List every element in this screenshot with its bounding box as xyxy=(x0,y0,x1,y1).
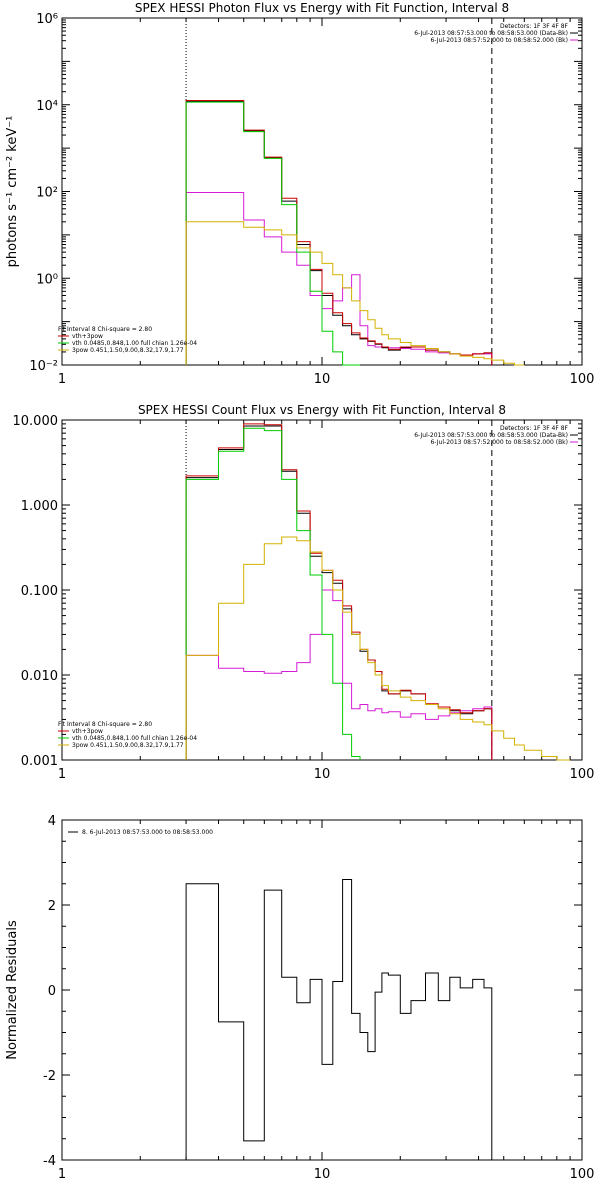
chart-panel-3: 1 10 100 -4 -2 0 2 4 Normalized Residuals 8. 6-Ju… xyxy=(5,814,594,1182)
legend-top-entry: 8. 6-Jul-2013 08:57:53.000 to 08:58:53.0… xyxy=(82,829,213,836)
legend-top-entry: 6-Jul-2013 08:57:52.000 to 08:58:52.000 … xyxy=(430,439,568,446)
y-tick-label: 2 xyxy=(48,899,56,914)
legend-bottom-entry: 3pow 0.451,1.50,9.00,8.32,17.9,1.77 xyxy=(72,347,184,354)
series-2-line xyxy=(185,192,493,365)
series-1-line xyxy=(185,100,493,365)
y-tick-label: 0.001 xyxy=(21,754,58,769)
y-tick-label: 4 xyxy=(48,814,56,829)
y-tick-label: 10⁻² xyxy=(29,359,58,374)
series-1-line xyxy=(185,425,493,760)
series-5-line xyxy=(185,221,525,366)
legend-bottom-entry: vth 0.0485,0.848,1.00 full chian 1.26e-0… xyxy=(72,735,197,742)
y-tick-label: 10⁴ xyxy=(36,99,58,114)
y-tick-label: -2 xyxy=(43,1069,56,1084)
x-tick-label: 1 xyxy=(58,767,66,782)
series-4-line xyxy=(185,101,360,366)
chart-title: SPEX HESSI Photon Flux vs Energy with Fi… xyxy=(135,1,509,15)
y-tick-label: 10⁶ xyxy=(36,12,58,27)
y-axis-label: Normalized Residuals xyxy=(5,920,20,1060)
y-tick-label: -4 xyxy=(43,1154,56,1169)
legend-top-entry: 6-Jul-2013 08:57:53.000 to 08:58:53.000 … xyxy=(414,432,568,439)
x-tick-label: 1 xyxy=(58,372,66,387)
y-tick-label: 0.100 xyxy=(21,584,58,599)
x-tick-label: 1 xyxy=(58,1167,66,1182)
x-tick-label: 100 xyxy=(570,1167,595,1182)
legend-top-entry: Detectors: 1F 3F 4F 8F xyxy=(500,425,569,432)
x-tick-label: 10 xyxy=(314,372,331,387)
series-1-line xyxy=(185,879,493,1160)
legend-bottom-entry: vth+3pow xyxy=(72,333,103,340)
series-3-line xyxy=(185,423,493,760)
legend-bottom-entry: Fit Interval 8 Chi-square = 2.80 xyxy=(58,721,152,728)
x-tick-label: 100 xyxy=(570,767,595,782)
y-tick-label: 1.000 xyxy=(21,499,58,514)
series-3-line xyxy=(185,100,493,365)
series-5-line xyxy=(185,536,571,761)
y-tick-label: 10⁰ xyxy=(36,272,58,287)
y-tick-label: 10.000 xyxy=(13,414,59,429)
x-tick-label: 10 xyxy=(314,1167,331,1182)
x-tick-label: 100 xyxy=(570,372,595,387)
x-tick-label: 10 xyxy=(314,767,331,782)
legend-bottom-entry: vth 0.0485,0.848,1.00 full chian 1.26e-0… xyxy=(72,340,197,347)
legend-bottom-entry: vth+3pow xyxy=(72,728,103,735)
legend-bottom-entry: Fit Interval 8 Chi-square = 2.80 xyxy=(58,326,152,333)
chart-title: SPEX HESSI Count Flux vs Energy with Fit… xyxy=(138,403,506,417)
legend-top-entry: 6-Jul-2013 08:57:53.000 to 08:58:53.000 … xyxy=(414,30,568,37)
y-axis-label: photons s⁻¹ cm⁻² keV⁻¹ xyxy=(5,116,20,268)
y-tick-label: 0 xyxy=(48,984,56,999)
legend-top-entry: Detectors: 1F 3F 4F 8F xyxy=(500,23,569,30)
y-tick-label: 0.010 xyxy=(21,669,58,684)
chart-panel-2: SPEX HESSI Count Flux vs Energy with Fit… xyxy=(13,403,595,782)
y-tick-label: 10² xyxy=(36,186,58,201)
legend-bottom-entry: 3pow 0.451,1.50,9.00,8.32,17.9,1.77 xyxy=(72,742,184,749)
chart-panel-1: SPEX HESSI Photon Flux vs Energy with Fi… xyxy=(5,1,594,387)
series-4-line xyxy=(185,427,361,760)
legend-top-entry: 6-Jul-2013 08:57:52.000 to 08:58:52.000 … xyxy=(430,37,568,44)
series-2-line xyxy=(185,589,493,760)
